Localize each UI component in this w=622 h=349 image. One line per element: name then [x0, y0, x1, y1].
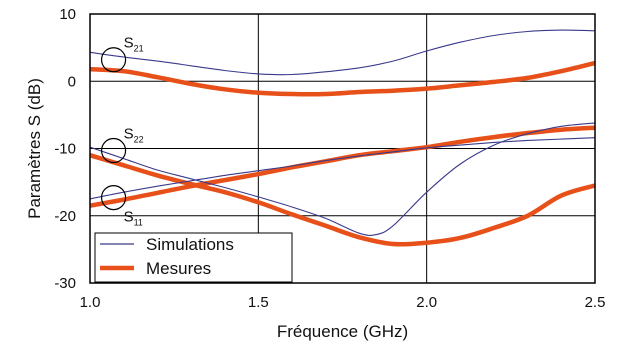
- series-s21-simulations: [89, 29, 596, 76]
- x-tick-label: 2.0: [416, 294, 437, 311]
- y-tick-label: -10: [54, 141, 76, 158]
- y-tick-label: -30: [54, 275, 76, 292]
- annotation-circle-s22: [100, 137, 127, 164]
- annotation-sub: 21: [134, 44, 144, 54]
- legend-box: [94, 232, 293, 283]
- series-s22-mesures: [89, 153, 596, 247]
- legend: Simulations Mesures: [94, 232, 293, 283]
- legend-label-simulations: Simulations: [146, 235, 234, 254]
- x-tick-label: 2.5: [585, 294, 606, 311]
- x-tick-label: 1.0: [80, 294, 101, 311]
- series-s21-mesures: [89, 60, 596, 97]
- y-tick-label: 10: [59, 6, 76, 23]
- legend-label-mesures: Mesures: [146, 259, 211, 278]
- annotation-main: S: [124, 35, 134, 52]
- annotation-label-s22: S22: [124, 126, 144, 145]
- x-axis-label: Fréquence (GHz): [277, 322, 408, 341]
- y-axis-label: Paramètres S (dB): [25, 78, 44, 219]
- annotation-main: S: [124, 126, 134, 143]
- y-tick-label: 0: [68, 73, 76, 90]
- tick-labels: 1.0 1.5 2.0 2.5 10 0 -10 -20 -30: [54, 6, 605, 311]
- annotation-sub: 11: [134, 218, 143, 228]
- y-tick-label: -20: [54, 208, 76, 225]
- series-lines: [89, 29, 596, 247]
- x-tick-label: 1.5: [248, 294, 269, 311]
- annotation-sub: 22: [134, 135, 144, 145]
- series-s11-mesures: [89, 125, 596, 208]
- annotation-main: S: [124, 209, 134, 226]
- plot-frame: [89, 13, 596, 284]
- series-s22-simulations: [89, 122, 596, 236]
- annotation-circle-s11: [100, 184, 127, 211]
- annotation-label-s21: S21: [124, 35, 144, 54]
- series-s11-simulations: [89, 137, 596, 200]
- annotation-circle-s21: [100, 47, 127, 73]
- annotation-label-s11: S11: [124, 209, 143, 228]
